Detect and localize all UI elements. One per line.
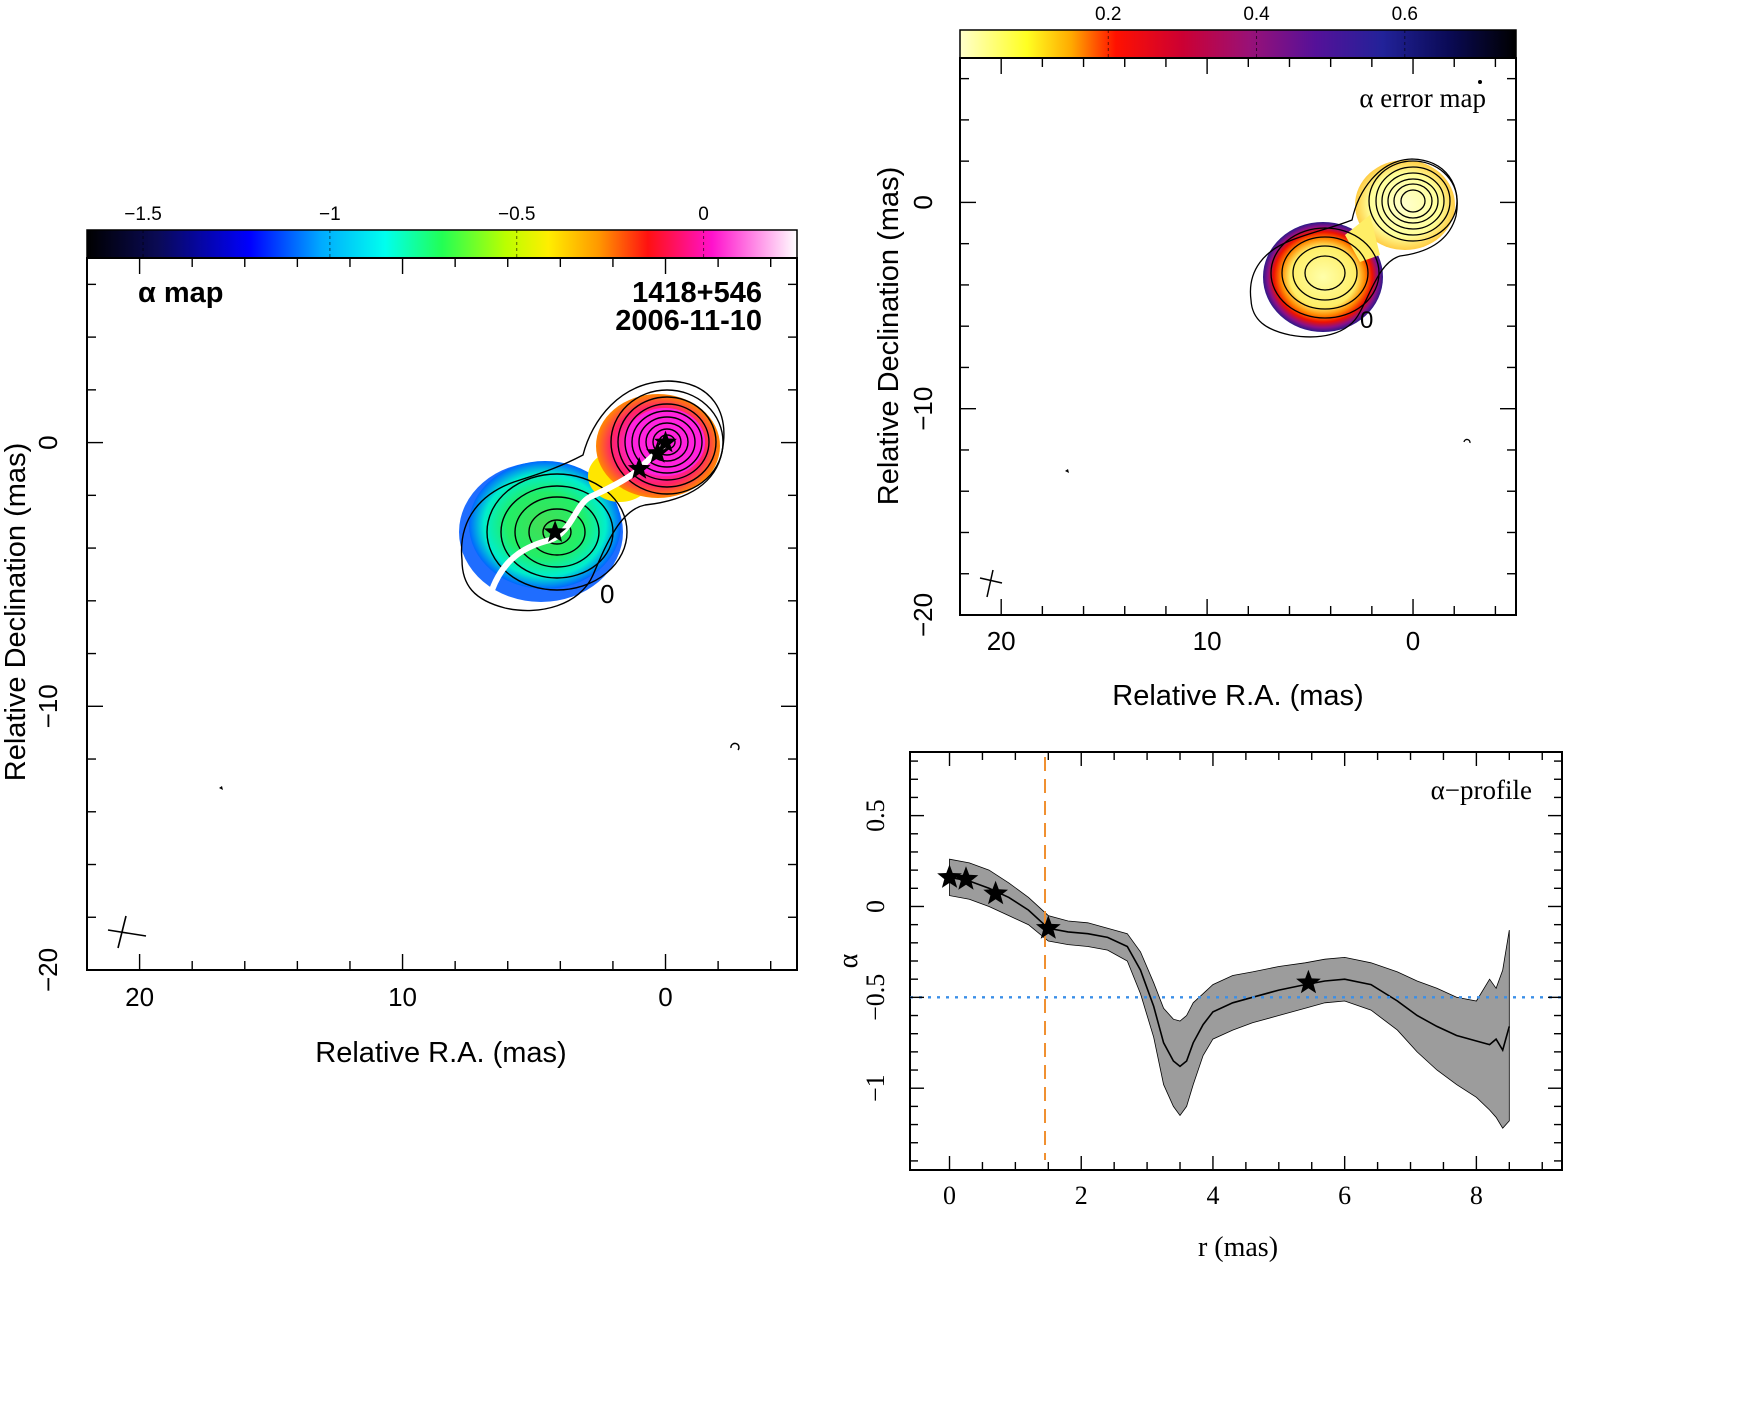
alpha-date: 2006-11-10	[615, 305, 762, 337]
y-tick-label: −20	[33, 948, 63, 992]
error-contours	[1249, 158, 1458, 338]
error-outer-contour	[1249, 158, 1458, 338]
profile-star	[937, 864, 962, 888]
x-tick-label: 20	[987, 626, 1016, 656]
alpha-profile-panel: 0 2 4 6 8 0.5 0 −0.5 −1 α−profile r (mas) α	[833, 751, 1563, 1263]
y-tick-label: 0.5	[861, 799, 890, 832]
colorbar-tick-label: −0.5	[498, 204, 536, 225]
colorbar-tick-label: −1	[319, 204, 341, 225]
y-tick-label: 0	[33, 435, 63, 449]
x-tick-label: 8	[1470, 1181, 1483, 1210]
component-star	[543, 520, 567, 542]
alpha-map-label: α map	[138, 277, 224, 309]
y-tick-label: 0	[861, 900, 890, 913]
x-tick-label: 20	[125, 982, 154, 1012]
profile-star	[1296, 969, 1321, 994]
error-map-label: α error map	[1359, 83, 1486, 113]
alpha-source-name: 1418+546	[632, 277, 762, 309]
alpha-profile-line	[949, 876, 1511, 1068]
x-tick-label: 6	[1338, 1181, 1351, 1210]
alpha-colorbar-ticks: −1.5 −1 −0.5 0	[124, 204, 709, 258]
profile-plot-area	[910, 757, 1562, 1160]
alpha-core-label: 0	[600, 579, 614, 609]
colorbar-tick-label: −1.5	[124, 204, 162, 225]
error-speck-1	[1065, 469, 1069, 473]
x-tick-label: 10	[388, 982, 417, 1012]
alpha-component-stars	[543, 430, 677, 542]
alpha-speck-1	[219, 786, 223, 790]
component-star	[627, 457, 651, 479]
error-colorbar-ticks: 0.2 0.4 0.6	[1095, 4, 1418, 58]
y-tick-label: −10	[33, 684, 63, 728]
error-emission	[1263, 160, 1455, 332]
error-core-label: 0	[1360, 307, 1373, 334]
error-xlabel: Relative R.A. (mas)	[1112, 680, 1363, 712]
profile-star	[983, 880, 1008, 905]
y-tick-label: 0	[908, 195, 938, 209]
alpha-map-axes: 20 10 0 0 −10 −20	[33, 258, 797, 1012]
x-tick-label: 0	[1406, 626, 1420, 656]
alpha-speck-2	[730, 742, 740, 751]
profile-axes: 0 2 4 6 8 0.5 0 −0.5 −1	[861, 752, 1562, 1210]
x-tick-label: 0	[658, 982, 672, 1012]
profile-label: α−profile	[1431, 775, 1532, 805]
component-star	[646, 441, 669, 463]
profile-star	[1035, 915, 1061, 939]
alpha-contours	[460, 380, 725, 612]
colorbar-tick-label: 0	[698, 204, 709, 225]
error-band	[949, 858, 1510, 1129]
error-colorbar	[959, 29, 1517, 59]
colorbar-tick-label: 0.2	[1095, 4, 1121, 25]
alpha-map-panel: −1.5 −1 −0.5 0	[0, 204, 798, 1069]
error-ylabel: Relative Declination (mas)	[873, 167, 905, 505]
colorbar-tick-label: 0.6	[1392, 4, 1418, 25]
y-tick-label: −0.5	[861, 974, 890, 1021]
x-tick-label: 2	[1075, 1181, 1088, 1210]
alpha-xlabel: Relative R.A. (mas)	[315, 1037, 566, 1069]
y-tick-label: −20	[908, 593, 938, 637]
error-speck-2	[1463, 438, 1471, 444]
x-tick-label: 10	[1193, 626, 1222, 656]
y-tick-label: −10	[908, 387, 938, 431]
error-map-panel: 0.2 0.4 0.6 0 α error map	[873, 4, 1517, 712]
error-map-frame	[959, 57, 1517, 616]
x-tick-label: 0	[943, 1181, 956, 1210]
error-map-axes: 20 10 0 0 −10 −20	[908, 58, 1516, 656]
alpha-beam-marker	[107, 915, 147, 949]
error-beam-marker	[979, 569, 1003, 598]
profile-ylabel: α	[833, 953, 864, 968]
alpha-ylabel: Relative Declination (mas)	[0, 443, 32, 781]
profile-xlabel: r (mas)	[1198, 1232, 1278, 1263]
profile-star	[953, 866, 979, 890]
alpha-colorbar	[86, 229, 798, 259]
error-speck-3	[1478, 80, 1482, 84]
alpha-ridge-line	[489, 439, 670, 593]
x-tick-label: 4	[1206, 1181, 1219, 1210]
alpha-map-frame	[86, 257, 798, 971]
colorbar-tick-label: 0.4	[1243, 4, 1270, 25]
component-star	[654, 430, 677, 453]
profile-frame	[909, 751, 1563, 1171]
y-tick-label: −1	[861, 1074, 890, 1102]
